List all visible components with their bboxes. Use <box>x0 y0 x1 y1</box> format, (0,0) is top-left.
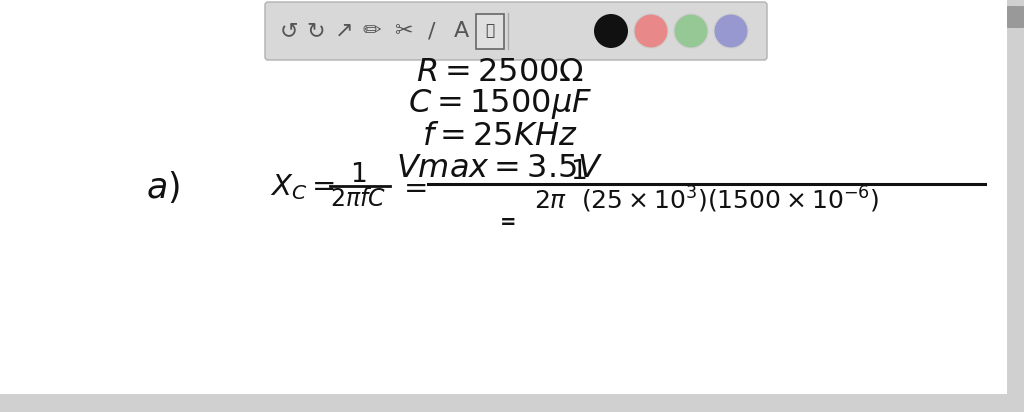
Text: /: / <box>428 21 436 41</box>
Text: ↺: ↺ <box>280 21 298 41</box>
Text: ✏: ✏ <box>362 21 381 41</box>
Circle shape <box>634 14 668 48</box>
FancyBboxPatch shape <box>265 2 767 60</box>
Text: ↗: ↗ <box>335 21 353 41</box>
Circle shape <box>674 14 708 48</box>
Text: =: = <box>500 213 516 232</box>
Text: ⛰: ⛰ <box>485 23 495 38</box>
Text: $C = 1500\mu F$: $C = 1500\mu F$ <box>408 87 592 121</box>
Text: $X_C =$: $X_C =$ <box>270 172 335 202</box>
Text: $1$: $1$ <box>350 162 367 188</box>
Text: $Vmax = 3.5V$: $Vmax = 3.5V$ <box>396 152 604 183</box>
Text: $f = 25KHz$: $f = 25KHz$ <box>422 120 578 152</box>
Bar <box>0 394 1007 412</box>
Text: $1$: $1$ <box>569 159 586 185</box>
Bar <box>1007 0 1024 412</box>
Text: $R = 2500\Omega$: $R = 2500\Omega$ <box>416 56 584 87</box>
Text: $a)$: $a)$ <box>146 169 180 205</box>
Text: ↻: ↻ <box>306 21 326 41</box>
Bar <box>476 14 504 49</box>
Circle shape <box>714 14 748 48</box>
Circle shape <box>594 14 628 48</box>
FancyBboxPatch shape <box>1007 6 1024 28</box>
Text: A: A <box>454 21 469 41</box>
Text: $=$: $=$ <box>398 173 428 201</box>
Text: ✂: ✂ <box>393 21 413 41</box>
Text: $2\pi fC$: $2\pi fC$ <box>330 187 386 211</box>
Text: $2\pi\ \ (25\times10^3)(1500\times10^{-6})$: $2\pi\ \ (25\times10^3)(1500\times10^{-6… <box>535 185 880 215</box>
